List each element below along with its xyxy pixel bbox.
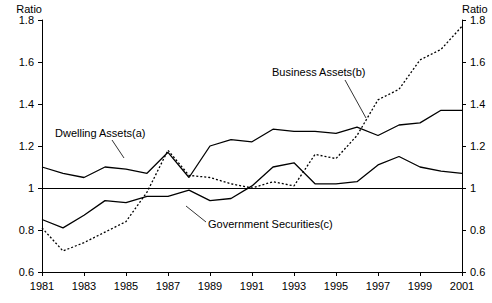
svg-text:1.8: 1.8: [19, 14, 34, 26]
svg-text:1993: 1993: [282, 280, 306, 292]
svg-text:1997: 1997: [366, 280, 390, 292]
svg-text:2001: 2001: [450, 280, 474, 292]
svg-text:1.6: 1.6: [470, 56, 485, 68]
svg-text:1.2: 1.2: [470, 140, 485, 152]
svg-text:1.4: 1.4: [19, 98, 34, 110]
svg-text:1987: 1987: [156, 280, 180, 292]
svg-text:Ratio: Ratio: [462, 3, 488, 15]
svg-text:1.8: 1.8: [470, 14, 485, 26]
svg-text:1.4: 1.4: [470, 98, 485, 110]
svg-text:1: 1: [470, 182, 476, 194]
svg-text:0.6: 0.6: [19, 266, 34, 278]
svg-text:0.6: 0.6: [470, 266, 485, 278]
svg-text:Business Assets(b): Business Assets(b): [272, 66, 366, 78]
svg-text:1983: 1983: [72, 280, 96, 292]
svg-text:0.8: 0.8: [470, 224, 485, 236]
svg-text:1.2: 1.2: [19, 140, 34, 152]
svg-text:1985: 1985: [114, 280, 138, 292]
svg-text:1: 1: [28, 182, 34, 194]
svg-text:0.8: 0.8: [19, 224, 34, 236]
svg-text:Ratio: Ratio: [16, 3, 42, 15]
svg-text:Government Securities(c): Government Securities(c): [208, 218, 333, 230]
svg-text:1.6: 1.6: [19, 56, 34, 68]
svg-text:1981: 1981: [30, 280, 54, 292]
svg-text:1989: 1989: [198, 280, 222, 292]
svg-text:Dwelling Assets(a): Dwelling Assets(a): [55, 127, 145, 139]
svg-text:1995: 1995: [324, 280, 348, 292]
svg-text:1991: 1991: [240, 280, 264, 292]
svg-text:1999: 1999: [408, 280, 432, 292]
